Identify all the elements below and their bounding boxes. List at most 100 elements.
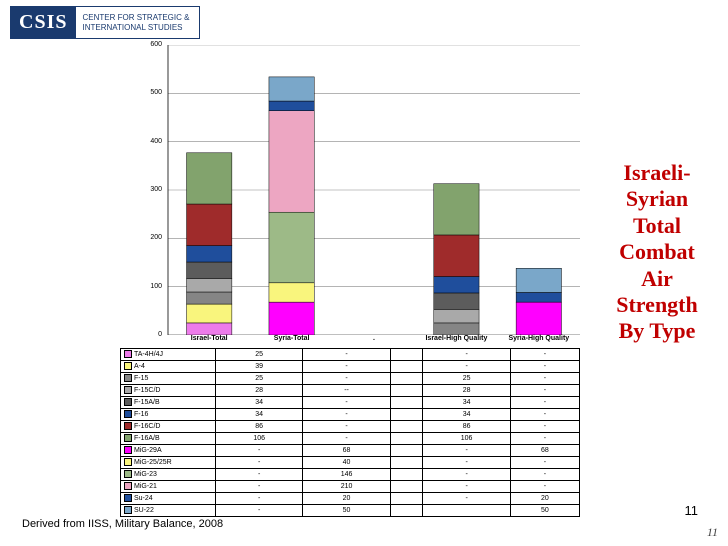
x-tick-label: Syria-Total	[250, 335, 332, 342]
cell: -	[423, 445, 510, 457]
cell: -	[510, 433, 579, 445]
page-number: 11	[685, 503, 699, 518]
cell	[390, 349, 423, 361]
cell	[390, 421, 423, 433]
cell: 20	[303, 493, 390, 505]
cell: -	[510, 457, 579, 469]
cell: 40	[303, 457, 390, 469]
cell: 25	[216, 349, 303, 361]
cell: -	[216, 481, 303, 493]
cell: -	[303, 409, 390, 421]
cell: -	[303, 349, 390, 361]
cell: -	[216, 445, 303, 457]
cell	[390, 361, 423, 373]
cell: -	[423, 361, 510, 373]
cell	[390, 505, 423, 517]
x-tick-label: .	[333, 335, 415, 342]
row-header: F-15A/B	[121, 397, 216, 409]
table-row: MiG-29A-68-68	[121, 445, 580, 457]
corner-number: 11	[707, 525, 718, 540]
cell: -	[423, 481, 510, 493]
source-text: Derived from IISS, Military Balance, 200…	[22, 518, 223, 530]
y-tick-label: 0	[142, 331, 162, 338]
y-tick-label: 600	[142, 41, 162, 48]
logo-mark: CSIS	[11, 7, 75, 38]
row-header: F-16	[121, 409, 216, 421]
cell: -	[510, 421, 579, 433]
table-row: SU-22-5050	[121, 505, 580, 517]
cell: 25	[423, 373, 510, 385]
cell	[390, 385, 423, 397]
cell: 86	[216, 421, 303, 433]
cell: 34	[216, 397, 303, 409]
table-row: F-15C/D28--28-	[121, 385, 580, 397]
row-header: Su-24	[121, 493, 216, 505]
cell: 50	[303, 505, 390, 517]
row-header: A-4	[121, 361, 216, 373]
table-row: F-16A/B106-106-	[121, 433, 580, 445]
cell	[423, 505, 510, 517]
cell	[390, 457, 423, 469]
cell: 39	[216, 361, 303, 373]
table-row: F-15A/B34-34-	[121, 397, 580, 409]
cell: 20	[510, 493, 579, 505]
table-row: A-439---	[121, 361, 580, 373]
cell	[390, 493, 423, 505]
cell: 25	[216, 373, 303, 385]
table-row: F-16C/D86-86-	[121, 421, 580, 433]
cell: --	[303, 385, 390, 397]
cell	[390, 481, 423, 493]
y-tick-label: 500	[142, 89, 162, 96]
row-header: MiG-25/25R	[121, 457, 216, 469]
cell: -	[510, 469, 579, 481]
row-header: F-15C/D	[121, 385, 216, 397]
y-tick-label: 400	[142, 138, 162, 145]
table-row: F-1525-25-	[121, 373, 580, 385]
x-tick-label: Israel-High Quality	[415, 335, 497, 342]
cell: -	[216, 457, 303, 469]
x-tick-label: Israel-Total	[168, 335, 250, 342]
row-header: F-16A/B	[121, 433, 216, 445]
cell	[390, 373, 423, 385]
row-header: SU-22	[121, 505, 216, 517]
cell: 210	[303, 481, 390, 493]
row-header: F-15	[121, 373, 216, 385]
logo-text: CENTER FOR STRATEGIC & INTERNATIONAL STU…	[75, 7, 199, 38]
cell: 34	[216, 409, 303, 421]
table-row: TA-4H/4J25---	[121, 349, 580, 361]
cell: -	[510, 409, 579, 421]
cell: -	[303, 373, 390, 385]
table-row: MiG-25/25R-40--	[121, 457, 580, 469]
cell: 68	[303, 445, 390, 457]
cell: 106	[216, 433, 303, 445]
cell: -	[216, 493, 303, 505]
x-tick-label: Syria-High Quality	[498, 335, 580, 342]
cell: -	[303, 397, 390, 409]
cell: -	[423, 469, 510, 481]
chart-title: Israeli-Syrian Total Combat Air Strength…	[602, 160, 712, 345]
cell: -	[510, 481, 579, 493]
table-row: F-1634-34-	[121, 409, 580, 421]
row-header: MiG-29A	[121, 445, 216, 457]
cell	[390, 397, 423, 409]
cell: -	[303, 361, 390, 373]
cell: -	[510, 397, 579, 409]
cell: -	[423, 457, 510, 469]
y-tick-label: 300	[142, 186, 162, 193]
table-row: MiG-21-210--	[121, 481, 580, 493]
cell	[390, 433, 423, 445]
cell: 68	[510, 445, 579, 457]
cell: -	[303, 433, 390, 445]
cell	[390, 445, 423, 457]
cell	[390, 469, 423, 481]
cell: -	[510, 361, 579, 373]
table-row: MiG-23-146--	[121, 469, 580, 481]
cell: -	[216, 469, 303, 481]
bar-chart	[120, 45, 580, 335]
cell: 28	[216, 385, 303, 397]
cell: 50	[510, 505, 579, 517]
cell	[390, 409, 423, 421]
cell: -	[510, 349, 579, 361]
cell: 28	[423, 385, 510, 397]
cell: -	[303, 421, 390, 433]
